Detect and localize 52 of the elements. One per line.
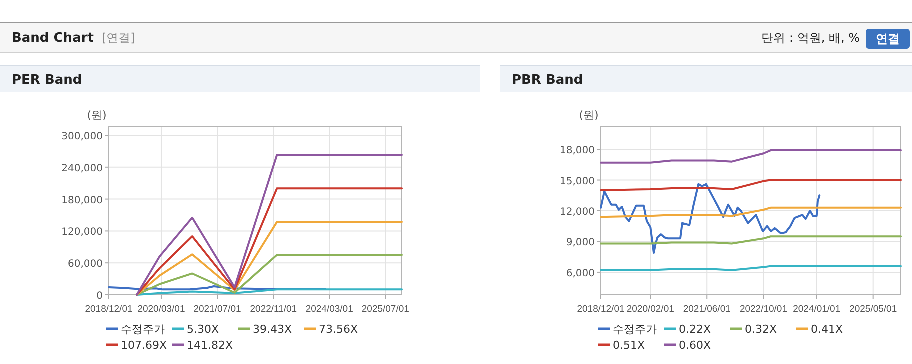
x-tick-label: 2020/03/01 <box>138 304 186 315</box>
line-series <box>600 236 902 245</box>
text: Band Chart <box>12 31 94 46</box>
y-tick-label: 300,000 <box>62 132 103 143</box>
y-axis-title: (원) <box>579 109 599 122</box>
y-tick-label: 9,000 <box>566 238 595 249</box>
legend-label: 0.32X <box>745 323 778 336</box>
text: 연결 <box>876 32 900 46</box>
legend-label: 0.22X <box>679 323 712 336</box>
legend-label: 0.60X <box>679 339 712 352</box>
y-axis-title: (원) <box>87 109 107 122</box>
y-tick-label: 180,000 <box>62 195 103 206</box>
legend-label: 141.82X <box>187 339 234 352</box>
y-tick-label: 6,000 <box>566 268 595 280</box>
y-tick-label: 120,000 <box>62 227 103 238</box>
line-series <box>600 183 821 254</box>
y-tick-label: 0 <box>96 291 103 302</box>
legend-label: 107.69X <box>121 339 168 352</box>
x-tick-label: 2020/02/01 <box>626 304 674 315</box>
legend-label: 39.43X <box>253 323 292 336</box>
x-tick-label: 2025/05/01 <box>850 304 898 315</box>
x-tick-label: 2022/10/01 <box>740 304 788 315</box>
x-tick-label: 2022/11/01 <box>250 304 298 315</box>
x-tick-label: 2025/07/01 <box>362 304 410 315</box>
y-tick-label: 15,000 <box>560 176 595 188</box>
text: [연결] <box>102 31 136 45</box>
x-tick-label: 2018/12/01 <box>577 304 625 315</box>
legend-label: 0.41X <box>811 323 844 336</box>
x-tick-label: 2024/01/01 <box>793 304 841 315</box>
line-series <box>600 179 902 192</box>
text: 단위 : 억원, 배, % <box>762 31 860 45</box>
x-tick-label: 2021/07/01 <box>194 304 242 315</box>
line-series <box>136 154 403 296</box>
y-tick-label: 60,000 <box>68 259 103 270</box>
chart-title: PER Band <box>12 73 82 88</box>
x-tick-label: 2024/03/01 <box>306 304 354 315</box>
y-tick-label: 18,000 <box>560 146 595 157</box>
y-tick-label: 240,000 <box>62 163 103 174</box>
x-tick-label: 2021/06/01 <box>683 304 731 315</box>
legend-label: 5.30X <box>187 323 220 336</box>
line-series <box>136 188 403 296</box>
x-tick-label: 2018/12/01 <box>85 304 133 315</box>
legend-label: 수정주가 <box>613 323 657 336</box>
chart-title: PBR Band <box>512 73 584 88</box>
legend-label: 0.51X <box>613 339 646 352</box>
legend-label: 73.56X <box>319 323 358 336</box>
line-series <box>600 150 902 164</box>
line-series <box>600 206 902 218</box>
legend-label: 수정주가 <box>121 323 165 336</box>
y-tick-label: 12,000 <box>560 207 595 218</box>
line-series <box>136 221 403 296</box>
line-series <box>136 254 403 296</box>
